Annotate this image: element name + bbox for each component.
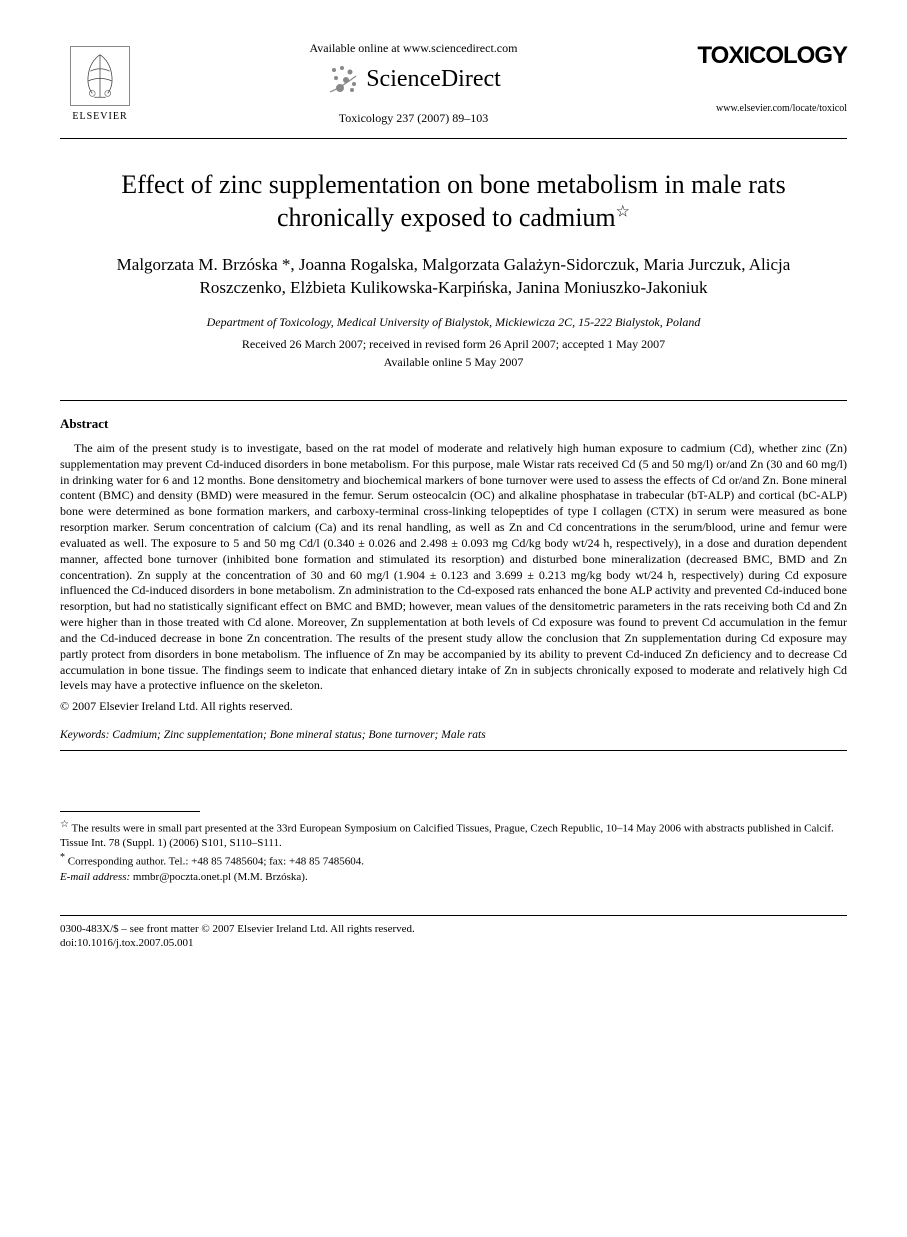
sciencedirect-logo: ScienceDirect [160, 62, 667, 96]
footnote-corr-text: Corresponding author. Tel.: +48 85 74856… [68, 856, 364, 868]
elsevier-logo: ELSEVIER [60, 40, 140, 130]
sciencedirect-icon [326, 62, 360, 96]
keywords-rule [60, 750, 847, 751]
affiliation: Department of Toxicology, Medical Univer… [60, 314, 847, 330]
received-dates: Received 26 March 2007; received in revi… [60, 336, 847, 352]
abstract-heading: Abstract [60, 415, 847, 433]
bottom-rule [60, 915, 847, 916]
footnote-presentation: ☆ The results were in small part present… [60, 818, 847, 851]
footnotes: ☆ The results were in small part present… [60, 811, 847, 885]
email-author-name: (M.M. Brzóska). [234, 871, 308, 883]
abstract-text: The aim of the present study is to inves… [60, 441, 847, 694]
header: ELSEVIER Available online at www.science… [60, 40, 847, 130]
keywords-label: Keywords: [60, 729, 109, 741]
doi-line: doi:10.1016/j.tox.2007.05.001 [60, 936, 847, 951]
authors: Malgorzata M. Brzóska *, Joanna Rogalska… [90, 254, 817, 300]
keywords-text: Cadmium; Zinc supplementation; Bone mine… [112, 729, 485, 741]
copyright: © 2007 Elsevier Ireland Ltd. All rights … [60, 698, 847, 714]
available-date: Available online 5 May 2007 [60, 354, 847, 370]
available-online-text: Available online at www.sciencedirect.co… [160, 40, 667, 56]
footnote-email: E-mail address: mmbr@poczta.onet.pl (M.M… [60, 870, 847, 885]
footnote-note1: The results were in small part presented… [60, 823, 834, 850]
title-text: Effect of zinc supplementation on bone m… [121, 170, 786, 232]
issn-line: 0300-483X/$ – see front matter © 2007 El… [60, 922, 847, 937]
footnote-rule [60, 811, 200, 812]
footnote-corresponding: * Corresponding author. Tel.: +48 85 748… [60, 851, 847, 870]
header-rule [60, 138, 847, 139]
elsevier-text: ELSEVIER [72, 110, 127, 124]
footnote-star-icon: ☆ [60, 819, 69, 830]
journal-name: TOXICOLOGY [687, 40, 847, 72]
citation: Toxicology 237 (2007) 89–103 [160, 110, 667, 126]
journal-column: TOXICOLOGY www.elsevier.com/locate/toxic… [687, 40, 847, 116]
abstract-top-rule [60, 400, 847, 401]
center-header: Available online at www.sciencedirect.co… [140, 40, 687, 126]
footnote-asterisk-icon: * [60, 852, 65, 863]
elsevier-tree-icon [70, 46, 130, 106]
title-footnote-star: ☆ [616, 203, 630, 220]
email-address[interactable]: mmbr@poczta.onet.pl [133, 871, 231, 883]
email-label: E-mail address: [60, 871, 130, 883]
journal-url: www.elsevier.com/locate/toxicol [687, 102, 847, 116]
sciencedirect-text: ScienceDirect [366, 63, 501, 95]
keywords-line: Keywords: Cadmium; Zinc supplementation;… [60, 728, 847, 744]
article-title: Effect of zinc supplementation on bone m… [100, 169, 807, 234]
